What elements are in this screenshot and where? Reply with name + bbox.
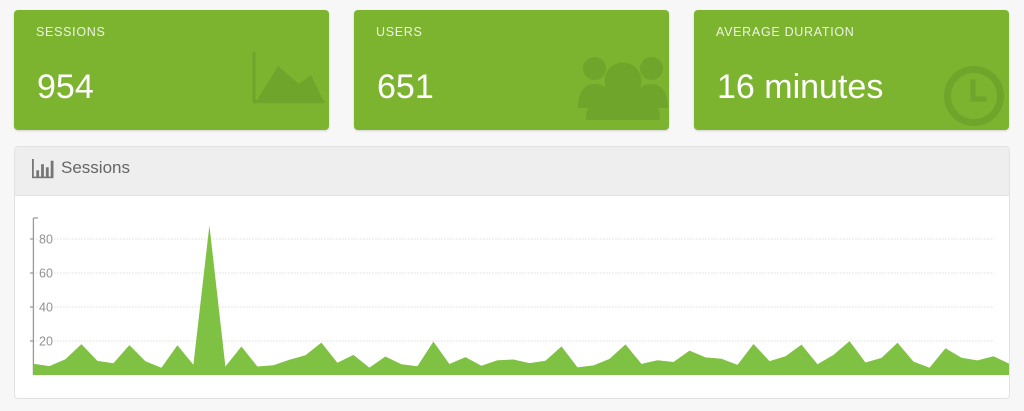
svg-text:80: 80 [39,233,53,247]
svg-text:60: 60 [39,267,53,281]
svg-text:20: 20 [39,335,53,349]
svg-text:40: 40 [39,301,53,315]
